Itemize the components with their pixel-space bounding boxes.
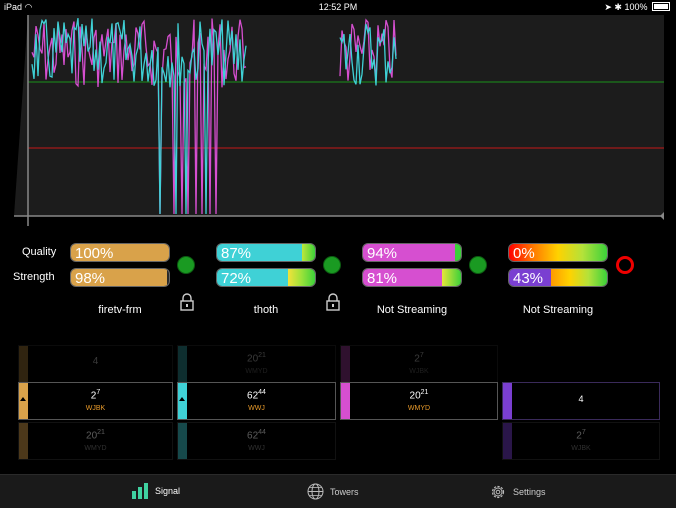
gear-icon [491,485,505,499]
source3-status-dot [469,256,487,274]
source4-status-ring [616,256,634,274]
tower-channel: 27 [90,389,101,402]
trace-source2-segment [31,17,247,215]
tower-card-ghost: 27 WJBK [502,422,660,460]
tower-channel: 27 [576,429,586,442]
tower-card-ghost: 27 WJBK [340,345,498,383]
tower-card-ghost: 4 [18,345,173,383]
tower-callsign: WJBK [409,368,429,375]
tab-signal-label: Signal [155,486,181,496]
tower-channel: 6244 [247,429,266,442]
tower-callsign: WWJ [248,445,265,452]
tower-channel: 4 [578,394,584,404]
tab-towers-label: Towers [330,486,359,497]
battery-percent: 100% [624,2,648,12]
tower-channel: 6244 [247,389,266,402]
source4-strength-bar: 43% [508,268,608,287]
tower-card-wwj[interactable]: 6244 WWJ [177,382,336,420]
tower-channel: 2021 [86,429,105,442]
source1-strength-value: 98% [75,270,106,287]
signal-history-chart [14,15,664,226]
source3-name[interactable]: Not Streaming [376,304,448,316]
status-bar: iPad ◠ 12:52 PM ➤ ✱ 100% [0,0,676,14]
status-device: iPad ◠ [4,2,33,12]
tab-signal[interactable]: Signal [131,483,180,499]
source2-quality-value: 87% [221,245,252,262]
tower-callsign: WJBK [85,405,106,412]
strength-label: Strength [13,271,55,283]
status-right: ➤ ✱ 100% [604,2,670,13]
source1-status-dot [177,256,195,274]
signal-bars-icon [132,483,148,499]
tower-callsign: WMYD [407,405,431,412]
tower-channel: 2021 [409,389,429,402]
source1-quality-value: 100% [75,245,114,262]
tower-channel: 2021 [247,352,266,365]
tower-card-ghost: 6244 WWJ [177,422,336,460]
source3-strength-bar: 81% [362,268,462,287]
source1-name[interactable]: firetv-frm [98,304,142,316]
source4-strength-value: 43% [513,270,544,287]
bluetooth-icon: ✱ [614,2,622,12]
tab-settings-label: Settings [513,487,546,497]
globe-icon [307,483,324,500]
source4-quality-bar: 0% [508,243,608,262]
tower-channel: 4 [92,356,99,367]
tower-channel: 27 [414,352,424,365]
battery-icon [652,2,670,11]
source2-lock-icon[interactable] [325,293,341,311]
tower-card-ghost: 2021 WMYD [18,422,173,460]
tower-callsign: WWJ [248,405,265,412]
location-icon: ➤ [604,2,612,12]
tab-bar: Signal Towers Settings [0,474,676,508]
source4-quality-value: 0% [513,245,535,262]
source3-strength-value: 81% [367,270,398,287]
tower-card-wjbk[interactable]: 27 WJBK [18,382,173,420]
source1-strength-bar: 98% [70,268,170,287]
source1-lock-icon[interactable] [179,293,195,311]
source2-strength-value: 72% [221,270,252,287]
chart-x-axis-arrow [660,212,664,220]
tower-callsign: WJBK [571,445,591,452]
source2-quality-bar: 87% [216,243,316,262]
tower-card-ghost: 2021 WMYD [177,345,336,383]
source1-quality-bar: 100% [70,243,170,262]
wifi-icon: ◠ [24,2,33,12]
source4-name[interactable]: Not Streaming [522,304,594,316]
tower-callsign: WMYD [245,368,268,375]
tower-card-4[interactable]: 4 [502,382,660,420]
source3-quality-bar: 94% [362,243,462,262]
tower-callsign: WMYD [84,445,107,452]
trace-source2-segment [339,23,397,86]
source2-name[interactable]: thoth [253,304,279,316]
source2-strength-bar: 72% [216,268,316,287]
trace-source3-segment [339,18,397,82]
tab-towers[interactable]: Towers [307,483,359,500]
tab-settings[interactable]: Settings [489,483,546,501]
source2-status-dot [323,256,341,274]
quality-label: Quality [22,246,57,258]
source3-quality-value: 94% [367,245,398,262]
status-time: 12:52 PM [318,2,358,12]
tower-card-wmyd[interactable]: 2021 WMYD [340,382,498,420]
